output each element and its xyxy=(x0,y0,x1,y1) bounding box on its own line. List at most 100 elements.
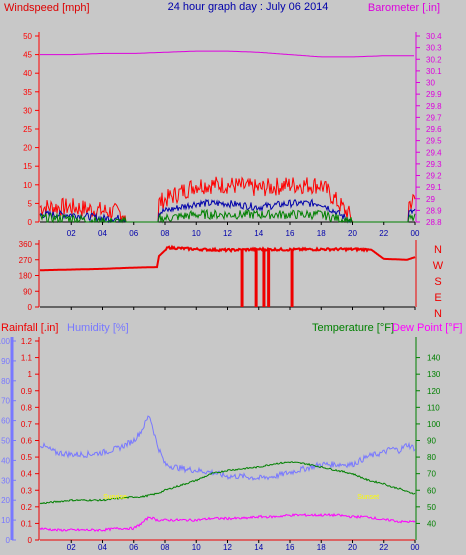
barometer-axis-title: Barometer [.in] xyxy=(368,2,440,14)
humidity-tick-label: 50 xyxy=(1,437,10,446)
wind-direction-drop xyxy=(240,249,244,307)
rainfall-tick-label: 0 xyxy=(28,536,33,545)
humidity-series xyxy=(39,415,416,481)
sunset-marker: Sunset xyxy=(357,494,379,501)
windspeed-tick-label: 5 xyxy=(28,199,33,208)
rain-x-tick-label: 06 xyxy=(129,543,138,552)
temperature-tick-label: 80 xyxy=(427,453,436,462)
temperature-tick-label: 90 xyxy=(427,437,436,446)
temperature-tick-label: 100 xyxy=(427,420,441,429)
dew-point-series xyxy=(39,512,416,532)
direction-tick-label: 0 xyxy=(28,303,33,312)
compass-label: W xyxy=(433,260,444,272)
rainfall-tick-label: 0.2 xyxy=(21,503,33,512)
windspeed-axis-title: Windspeed [mph] xyxy=(4,2,90,14)
direction-tick-label: 90 xyxy=(23,287,32,296)
rain-x-tick-label: 14 xyxy=(254,543,263,552)
rain-x-tick-label: 00 xyxy=(411,543,420,552)
humidity-tick-label: 10 xyxy=(1,516,10,525)
barometer-tick-label: 29.1 xyxy=(426,183,442,192)
humidity-tick-label: 60 xyxy=(1,417,10,426)
compass-label: E xyxy=(434,292,441,304)
rainfall-tick-label: 0.9 xyxy=(21,387,33,396)
wind-x-tick-label: 22 xyxy=(379,229,388,238)
rain-x-tick-label: 22 xyxy=(379,543,388,552)
rainfall-tick-label: 0.1 xyxy=(21,519,33,528)
windspeed-tick-label: 30 xyxy=(23,106,32,115)
wind-x-tick-label: 20 xyxy=(348,229,357,238)
barometer-tick-label: 29.8 xyxy=(426,102,442,111)
rain-x-tick-label: 10 xyxy=(192,543,201,552)
humidity-tick-label: 90 xyxy=(1,357,10,366)
dewpoint-axis-title: Dew Point [°F] xyxy=(392,322,462,334)
rainfall-tick-label: 0.3 xyxy=(21,486,33,495)
wind-x-tick-label: 18 xyxy=(317,229,326,238)
humidity-tick-label: 100 xyxy=(0,337,11,346)
wind-x-tick-label: 06 xyxy=(129,229,138,238)
compass-label: N xyxy=(434,244,442,256)
wind-average-series xyxy=(39,198,416,224)
temperature-axis-title: Temperature [°F] xyxy=(312,322,394,334)
wind-x-tick-label: 14 xyxy=(254,229,263,238)
sunrise-marker: Sunrise xyxy=(103,494,127,501)
wind-x-tick-label: 16 xyxy=(286,229,295,238)
rainfall-tick-label: 0.6 xyxy=(21,437,33,446)
humidity-tick-label: 40 xyxy=(1,456,10,465)
direction-tick-label: 270 xyxy=(19,256,33,265)
wind-direction-drop xyxy=(290,249,294,307)
barometer-tick-label: 29.3 xyxy=(426,160,442,169)
wind-x-tick-label: 08 xyxy=(161,229,170,238)
barometer-tick-label: 30.2 xyxy=(426,55,442,64)
barometer-tick-label: 29 xyxy=(426,195,435,204)
rainfall-axis-title: Rainfall [.in] xyxy=(1,322,58,334)
windspeed-tick-label: 0 xyxy=(28,218,33,227)
direction-tick-label: 180 xyxy=(19,272,33,281)
wind-x-tick-label: 00 xyxy=(411,229,420,238)
temperature-tick-label: 70 xyxy=(427,470,436,479)
rainfall-tick-label: 1 xyxy=(28,370,33,379)
rain-x-tick-label: 12 xyxy=(223,543,232,552)
wind-x-tick-label: 10 xyxy=(192,229,201,238)
barometer-tick-label: 30.4 xyxy=(426,32,442,41)
rainfall-tick-label: 1.2 xyxy=(21,337,33,346)
humidity-axis-title: Humidity [%] xyxy=(67,322,129,334)
rainfall-tick-label: 0.5 xyxy=(21,453,33,462)
windspeed-tick-label: 25 xyxy=(23,125,32,134)
rainfall-tick-label: 0.7 xyxy=(21,420,33,429)
rain-x-tick-label: 18 xyxy=(317,543,326,552)
wind-direction-drop xyxy=(262,249,266,307)
rainfall-tick-label: 0.4 xyxy=(21,470,33,479)
temperature-tick-label: 60 xyxy=(427,486,436,495)
temperature-series xyxy=(39,461,416,505)
barometer-tick-label: 29.2 xyxy=(426,172,442,181)
humidity-tick-label: 80 xyxy=(1,377,10,386)
wind-gust-series xyxy=(39,176,416,223)
temperature-tick-label: 140 xyxy=(427,354,441,363)
rain-x-tick-label: 04 xyxy=(98,543,107,552)
barometer-tick-label: 29.6 xyxy=(426,125,442,134)
wind-x-tick-label: 02 xyxy=(67,229,76,238)
wind-direction-drop xyxy=(267,249,271,307)
wind-x-tick-label: 12 xyxy=(223,229,232,238)
barometer-tick-label: 29.5 xyxy=(426,137,442,146)
wind-direction-series xyxy=(39,244,416,272)
graph-title: 24 hour graph day : July 06 2014 xyxy=(168,1,329,13)
compass-label: N xyxy=(434,308,442,320)
barometer-series xyxy=(40,50,414,58)
barometer-tick-label: 28.8 xyxy=(426,218,442,227)
windspeed-tick-label: 10 xyxy=(23,181,32,190)
temperature-tick-label: 50 xyxy=(427,503,436,512)
humidity-tick-label: 30 xyxy=(1,476,10,485)
temperature-tick-label: 40 xyxy=(427,519,436,528)
barometer-tick-label: 30.3 xyxy=(426,44,442,53)
barometer-tick-label: 29.4 xyxy=(426,148,442,157)
barometer-tick-label: 30.1 xyxy=(426,67,442,76)
barometer-tick-label: 29.7 xyxy=(426,113,442,122)
barometer-tick-label: 30 xyxy=(426,79,435,88)
direction-tick-label: 360 xyxy=(19,240,33,249)
wind-x-tick-label: 04 xyxy=(98,229,107,238)
windspeed-tick-label: 40 xyxy=(23,69,32,78)
windspeed-tick-label: 20 xyxy=(23,144,32,153)
barometer-tick-label: 29.9 xyxy=(426,90,442,99)
